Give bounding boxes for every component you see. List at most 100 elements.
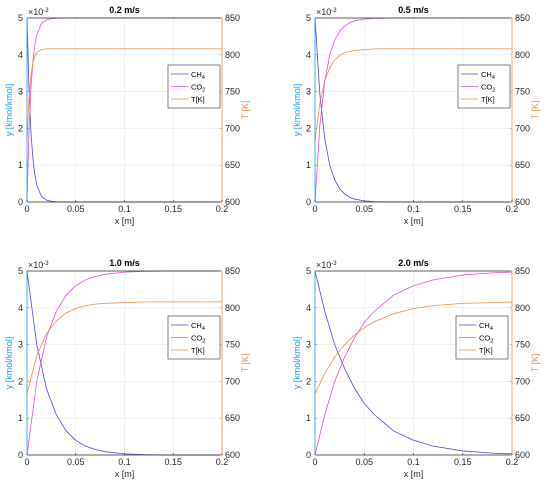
y-tick-label-left: 3 — [18, 340, 23, 350]
y-exponent-power: -3 — [331, 8, 337, 14]
legend-label-subscript: 2 — [492, 88, 495, 94]
series-line-t — [26, 48, 222, 141]
y-tick-label-right: 600 — [225, 450, 240, 460]
subplot-0-2-m-s: 0 0.05 0.1 0.15 0.2 0 1 2 3 4 5 600 650 700 750 800 850 ×… — [4, 5, 250, 226]
y-exponent-label: ×10-3 — [28, 260, 49, 270]
legend-label-subscript: 2 — [490, 339, 493, 345]
y-tick-label-left: 1 — [306, 160, 311, 170]
x-tick-label: 0.1 — [118, 204, 131, 214]
series-line-t — [314, 48, 512, 141]
y-exponent-power: -3 — [331, 261, 337, 267]
legend-label-t: T[K] — [479, 346, 493, 355]
x-tick-label: 0 — [24, 204, 29, 214]
y-axis-label-right: T [K] — [240, 354, 250, 373]
legend-label-ch4: CH4 — [191, 321, 205, 332]
legend-label-co2: CO2 — [191, 334, 205, 345]
y-tick-label-left: 1 — [18, 413, 23, 423]
y-tick-label-left: 5 — [18, 266, 23, 276]
series-line-ch4 — [26, 270, 222, 456]
x-tick-label: 0 — [312, 204, 317, 214]
y-axis-label-right: T [K] — [530, 101, 540, 120]
x-tick-label: 0 — [24, 457, 29, 467]
x-tick-label: 0.15 — [454, 204, 472, 214]
y-tick-label-left: 2 — [18, 123, 23, 133]
y-exponent-power: -3 — [43, 261, 49, 267]
series-line-t — [314, 301, 513, 395]
y-tick-label-left: 5 — [306, 13, 311, 23]
legend-label-co2: CO2 — [481, 83, 495, 94]
y-tick-label-left: 1 — [306, 413, 311, 423]
x-tick-label: 0.1 — [118, 457, 131, 467]
y-tick-label-right: 800 — [515, 303, 530, 313]
y-exponent-power: -3 — [43, 8, 49, 14]
legend-label-subscript: 4 — [490, 326, 493, 332]
y-exponent-label: ×10-3 — [316, 7, 337, 17]
x-axis-label: x [m] — [115, 216, 135, 226]
chart-title: 0.5 m/s — [398, 5, 429, 15]
subplot-2-0-m-s: 0 0.05 0.1 0.15 0.2 0 1 2 3 4 5 600 650 700 750 800 850 ×… — [292, 258, 540, 479]
y-tick-label-right: 750 — [225, 87, 240, 97]
y-tick-label-right: 650 — [225, 413, 240, 423]
y-tick-label-right: 750 — [225, 340, 240, 350]
y-tick-label-right: 600 — [225, 197, 240, 207]
series-line-co2 — [26, 270, 222, 456]
y-tick-label-left: 2 — [306, 123, 311, 133]
y-tick-label-right: 750 — [515, 340, 530, 350]
y-axis-label-left: y [kmol/kmol] — [292, 337, 302, 390]
y-tick-label-right: 850 — [225, 266, 240, 276]
y-tick-label-right: 800 — [515, 50, 530, 60]
y-axis-label-left: y [kmol/kmol] — [4, 337, 14, 390]
y-tick-label-right: 750 — [515, 87, 530, 97]
legend-label-subscript: 4 — [202, 75, 205, 81]
y-tick-label-left: 3 — [306, 340, 311, 350]
y-tick-label-right: 650 — [515, 160, 530, 170]
x-tick-label: 0.15 — [454, 457, 472, 467]
y-axis-label-right: T [K] — [530, 354, 540, 373]
y-exponent-label: ×10-3 — [28, 7, 49, 17]
x-tick-label: 0.2 — [506, 204, 519, 214]
y-axis-label-left: y [kmol/kmol] — [4, 84, 14, 137]
subplot-0-5-m-s: 0 0.05 0.1 0.15 0.2 0 1 2 3 4 5 600 650 700 750 800 850 ×… — [292, 5, 540, 226]
y-tick-label-right: 600 — [515, 450, 530, 460]
x-tick-label: 0.15 — [164, 457, 182, 467]
subplot-1-0-m-s: 0 0.05 0.1 0.15 0.2 0 1 2 3 4 5 600 650 700 750 800 850 ×… — [4, 258, 250, 479]
y-tick-label-right: 800 — [225, 50, 240, 60]
y-tick-label-left: 4 — [18, 50, 23, 60]
y-tick-label-left: 0 — [18, 450, 23, 460]
legend-label-subscript: 2 — [202, 339, 205, 345]
chart-title: 0.2 m/s — [109, 5, 140, 15]
x-axis-label: x [m] — [404, 469, 424, 479]
legend-label-subscript: 4 — [202, 326, 205, 332]
legend-label-ch4: CH4 — [481, 70, 495, 81]
y-tick-label-left: 4 — [18, 303, 23, 313]
y-tick-label-left: 5 — [18, 13, 23, 23]
x-tick-label: 0.2 — [216, 204, 229, 214]
series-line-co2 — [314, 271, 513, 456]
y-tick-label-left: 3 — [18, 87, 23, 97]
y-tick-label-right: 700 — [515, 376, 530, 386]
y-tick-label-left: 4 — [306, 303, 311, 313]
legend-label-subscript: 4 — [492, 75, 495, 81]
legend-label-t: T[K] — [481, 95, 495, 104]
legend-label-co2: CO2 — [479, 334, 493, 345]
y-tick-label-right: 650 — [225, 160, 240, 170]
y-tick-label-right: 850 — [225, 13, 240, 23]
x-axis-label: x [m] — [404, 216, 424, 226]
x-tick-label: 0.05 — [355, 204, 373, 214]
x-tick-label: 0.05 — [67, 204, 85, 214]
y-axis-label-left: y [kmol/kmol] — [292, 84, 302, 137]
legend-label-co2: CO2 — [191, 83, 205, 94]
chart-title: 1.0 m/s — [109, 258, 140, 268]
y-tick-label-left: 3 — [306, 87, 311, 97]
y-tick-label-right: 800 — [225, 303, 240, 313]
y-tick-label-left: 4 — [306, 50, 311, 60]
legend-label-t: T[K] — [191, 346, 205, 355]
x-tick-label: 0.1 — [407, 457, 420, 467]
y-tick-label-right: 850 — [515, 13, 530, 23]
y-tick-label-left: 0 — [306, 450, 311, 460]
series-line-t — [26, 301, 222, 395]
